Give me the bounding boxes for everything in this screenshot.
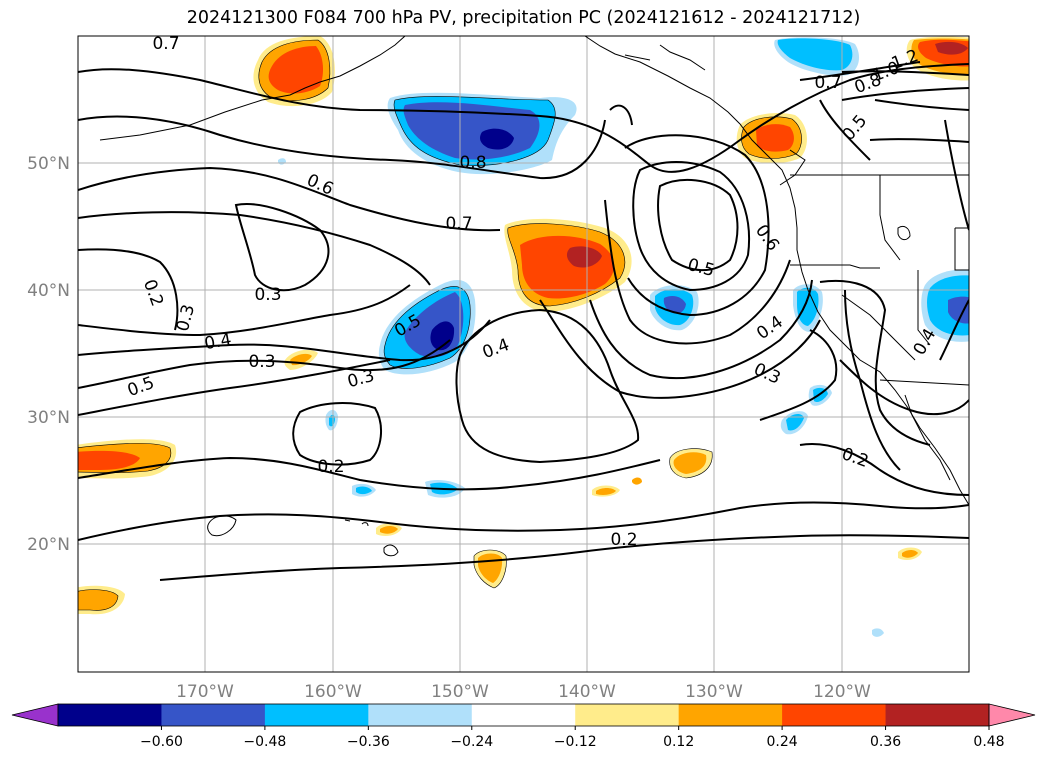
precip-neg-alaska-gulf [387,92,577,175]
precip-pos-top-right [906,36,969,81]
lon-label: 160°W [304,682,362,702]
pv-contour-label: 0.4 [203,330,233,354]
precip-pos-left-edge [78,439,177,615]
precip-pos-bc-coast [736,113,807,164]
colorbar-tick-label: −0.24 [450,734,493,750]
colorbar-tick-label: 0.24 [767,734,798,750]
colorbar-segment [471,704,576,726]
pv-contour-label: 0.7 [814,73,841,93]
colorbar-extend-min [11,703,59,727]
lon-label: 170°W [176,682,234,702]
colorbar-tick-label: 0.36 [870,734,901,750]
colorbar-tick-label: −0.48 [243,734,286,750]
colorbar-tick-label: −0.60 [140,734,183,750]
pv-contour-label: 0.7 [152,34,179,54]
coastlines [99,36,969,557]
lat-label: 40°N [27,281,70,301]
colorbar-segment [782,704,887,726]
pv-contour-label: 0.3 [248,352,275,372]
gridlines [78,36,969,672]
colorbar-segment [575,704,680,726]
pv-contour-label: 0.8 [459,153,486,173]
colorbar-extend-max [988,703,1036,727]
colorbar-tick-label: 0.12 [663,734,694,750]
pv-contour-label: 0.7 [445,214,472,234]
colorbar-segment [161,704,266,726]
pv-contour-label: 0.2 [610,530,637,550]
colorbar-segment [58,704,162,726]
map-frame [77,35,970,673]
lat-label: 20°N [27,535,70,555]
colorbar-tick-label: −0.12 [554,734,597,750]
pv-contour-label: 0.3 [254,285,281,305]
lon-label: 140°W [558,682,616,702]
colorbar-segment [678,704,783,726]
precip-neg-small-2 [793,284,823,332]
precip-pos-central-east [504,218,632,312]
colorbar: −0.60 −0.48 −0.36 −0.24 −0.12 0.12 0.24 0.36 0.4… [11,703,1036,750]
lat-label: 50°N [27,154,70,174]
lon-label: 130°W [685,682,743,702]
colorbar-segment [885,704,990,726]
pv-contours [78,61,969,581]
lon-label: 120°W [813,682,871,702]
lat-label: 30°N [27,408,70,428]
lon-label: 150°W [431,682,489,702]
colorbar-outline [57,703,990,727]
chart-title: 2024121300 F084 700 hPa PV, precipitatio… [186,8,861,28]
pv-contour-label: 0.2 [317,457,344,477]
colorbar-segment [264,704,369,726]
precip-pos-specks [284,349,922,588]
precip-neg-top-right [774,37,860,76]
precip-neg-small-1 [650,285,699,331]
precip-pos-alaska [253,36,335,107]
colorbar-tick-label: 0.48 [973,734,1004,750]
colorbar-tick-label: −0.36 [347,734,390,750]
colorbar-segment [368,704,473,726]
